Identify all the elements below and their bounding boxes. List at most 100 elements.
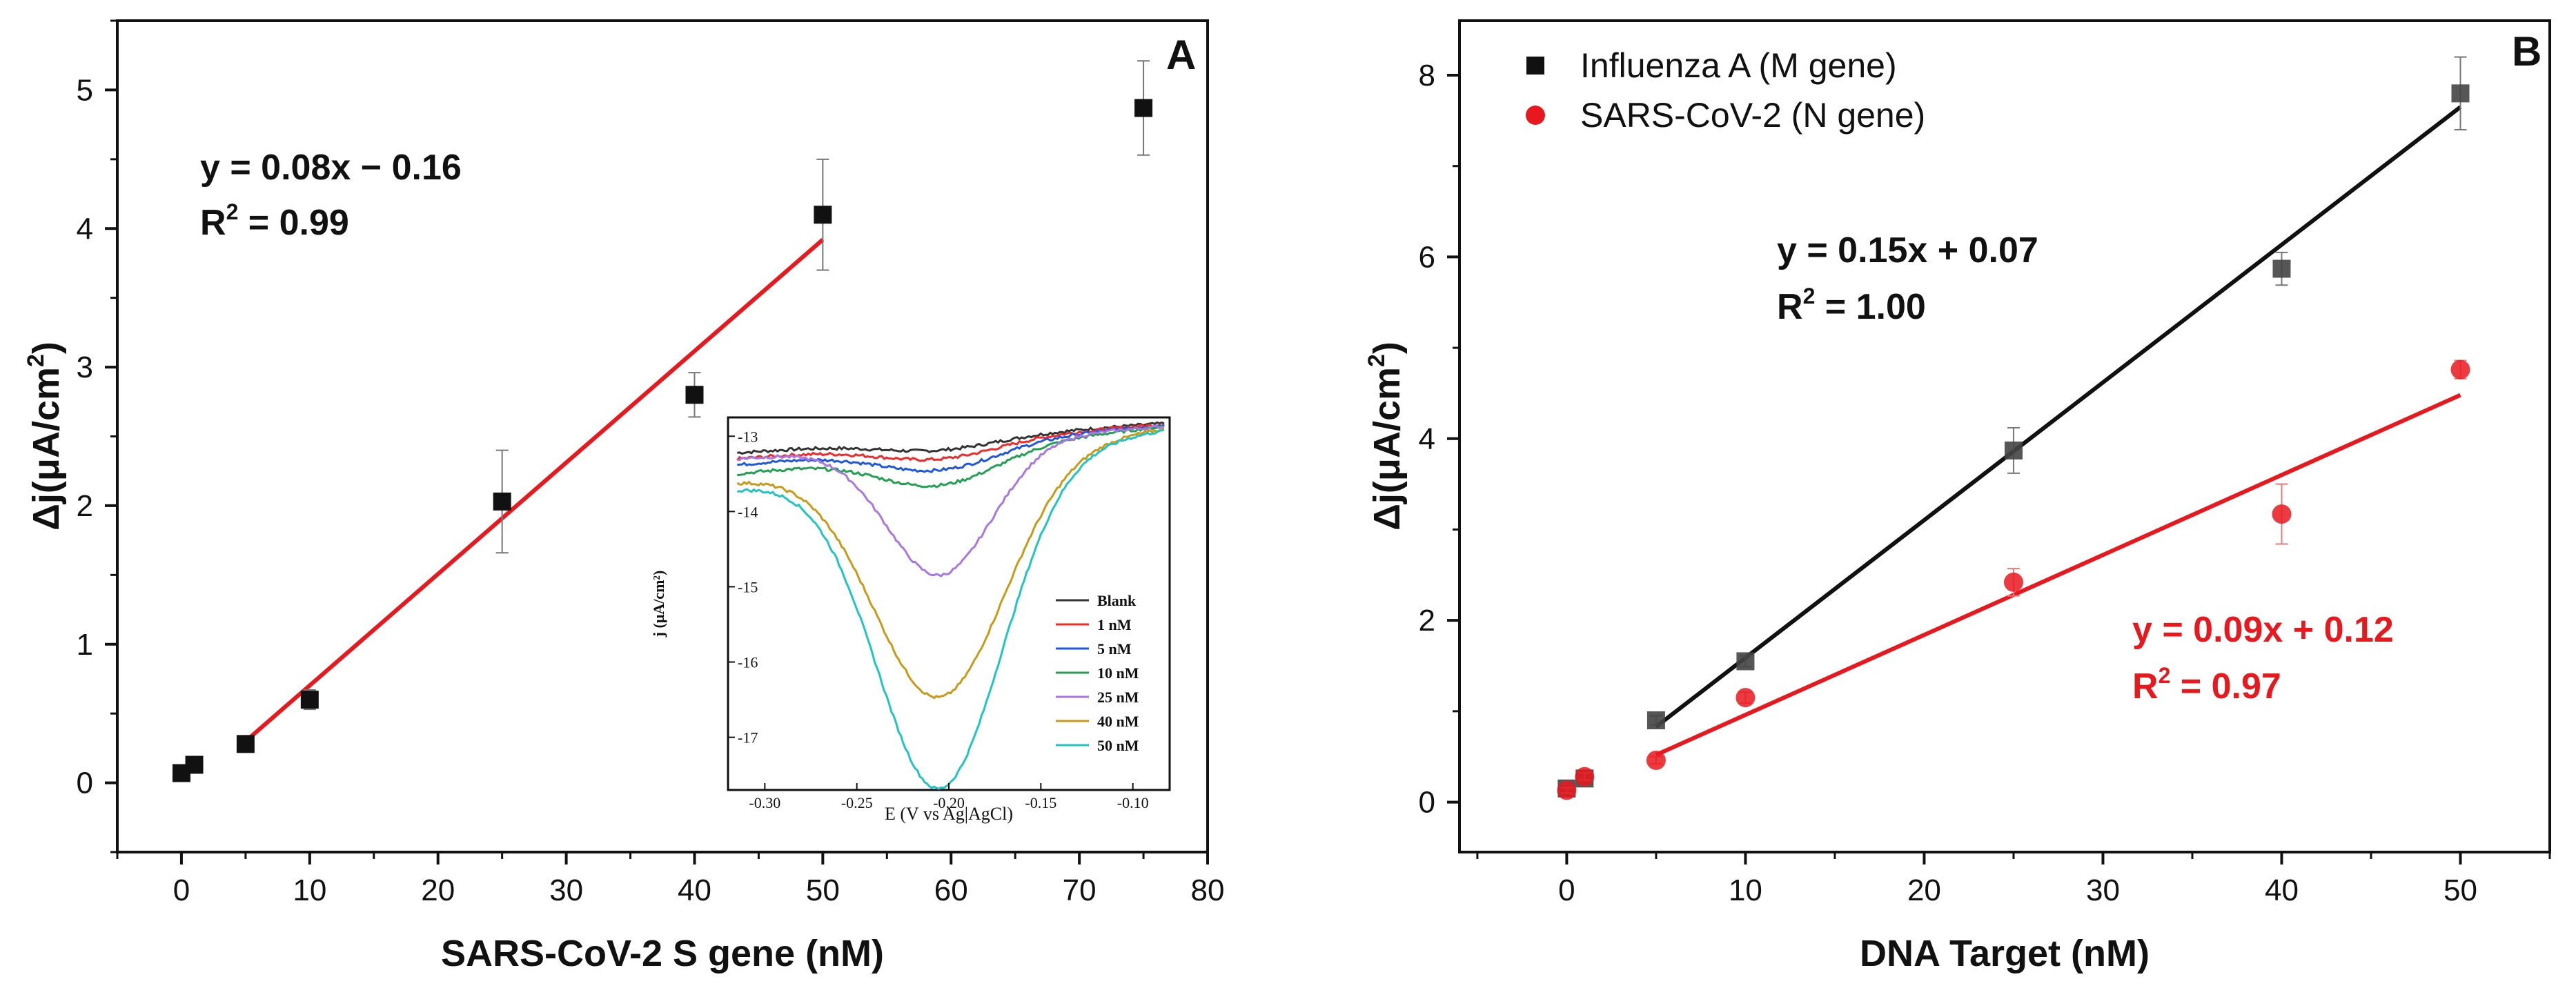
panel-b-point-sars [1646,750,1666,770]
panel-a-equation: y = 0.08x − 0.16 [200,148,462,188]
panel-a-x-tick-label: 80 [1191,873,1225,907]
panel-b-r2-sars-sup: 2 [2159,663,2171,688]
panel-b-legend-label: SARS-CoV-2 (N gene) [1580,96,1925,135]
panel-b-point-sars [2450,359,2470,379]
panel-b-r2-sars: R2 = 0.97 [2132,663,2281,707]
inset-plot-frame [727,416,1171,791]
inset-curve-40-nm [736,427,1165,700]
panel-b-x-tick-label: 50 [2444,873,2477,907]
panel-b-y-label-main: Δj(μA/cm [1366,367,1408,531]
inset-legend-label: 25 nM [1097,689,1139,706]
panel-a-fit-line [244,238,825,743]
panel-b: 0 10 20 30 40 50 0 2 4 6 8 Influenza A (M gene) SA… [1364,19,2551,974]
panel-a-x-tick-label: 30 [549,873,583,907]
panel-b-point-sars [2272,504,2292,524]
inset-legend-label: Blank [1097,592,1137,609]
panel-a-data-point [685,386,704,404]
panel-b-eq-sars: y = 0.09x + 0.12 [2132,610,2394,650]
panel-b-point-sars [1736,688,1756,708]
panel-b-legend-marker-square [1526,57,1544,75]
panel-b-y-tick-label: 2 [1419,604,1435,638]
panel-a-y-tick-label: 1 [77,628,93,662]
panel-a-data-point [1134,99,1153,117]
panel-a-y-tick-label: 2 [77,489,93,523]
panel-b-r2-influenza-main: R [1777,287,1803,327]
panel-b-point-influenza [1646,711,1665,730]
panel-b-plot-frame [1458,19,2551,853]
panel-a-r2-sup: 2 [226,199,239,224]
panel-b-r2-sars-main: R [2132,666,2159,707]
panel-b-x-axis-label: DNA Target (nM) [1860,933,2150,974]
inset-x-tick-label: -0.30 [749,794,780,811]
panel-b-r2-influenza-sup: 2 [1803,284,1816,308]
panel-a: 0 10 20 30 40 50 60 70 80 0 1 2 3 4 5 A y = 0.08x − 0… [23,19,1225,974]
panel-b-r2-influenza: R2 = 1.00 [1777,284,1926,327]
panel-b-fit-line-sars [1655,393,2461,757]
inset-x-tick-label: -0.15 [1025,794,1056,811]
panel-b-legend-marker-circle [1526,106,1545,125]
panel-b-x-tick-label: 0 [1558,873,1575,907]
inset-legend-label: 40 nM [1097,713,1139,730]
panel-b-y-axis-label: Δj(μA/cm2) [1364,342,1408,531]
panel-b-y-label-sup: 2 [1364,354,1390,367]
panel-a-x-axis-label: SARS-CoV-2 S gene (nM) [441,933,884,974]
panel-a-data-point [300,691,319,709]
panel-a-x-tick-label: 70 [1063,873,1097,907]
panel-a-y-tick-label: 0 [77,767,93,800]
panel-b-label: B [2512,28,2541,75]
panel-b-point-influenza [2451,84,2470,103]
panel-b-x-tick-label: 10 [1729,873,1762,907]
panel-a-y-tick-label: 3 [77,350,93,384]
panel-a-r2-main: R [200,203,226,243]
panel-a-data-point [814,206,832,224]
panel-a-x-tick-label: 0 [173,873,190,907]
inset-curve-10-nm [737,425,1165,488]
panel-b-x-tick-label: 30 [2086,873,2120,907]
panel-b-point-influenza [2004,441,2023,460]
panel-b-y-label-close: ) [1366,342,1408,354]
panel-b-r2-influenza-value: = 1.00 [1815,287,1925,327]
panel-b-point-influenza [1736,652,1755,671]
panel-a-y-axis-label: Δj(μA/cm2) [23,342,67,531]
panel-a-y-label-main: Δj(μA/cm [26,367,67,531]
panel-a-x-tick-label: 10 [293,873,326,907]
panel-b-point-sars [1557,780,1577,800]
panel-b-y-tick-label: 6 [1419,240,1435,274]
panel-b-legend-label: Influenza A (M gene) [1580,46,1897,85]
inset-y-tick-label: -16 [738,654,758,671]
panel-b-point-sars [2003,572,2023,592]
panel-a-x-tick-label: 20 [421,873,455,907]
inset-legend-label: 1 nM [1097,616,1132,633]
inset-chart: -0.30 -0.25 -0.20 -0.15 -0.10 -13 -14 -15 -16 -1… [650,416,1171,824]
inset-y-tick-label: -14 [738,503,758,520]
panel-a-x-tick-label: 50 [806,873,840,907]
panel-b-y-tick-label: 0 [1419,786,1435,820]
panel-a-y-label-close: ) [26,342,67,354]
panel-a-data-point [185,755,204,774]
panel-a-label: A [1166,32,1196,78]
panel-b-x-tick-label: 20 [1907,873,1941,907]
panel-b-x-tick-label: 40 [2265,873,2299,907]
inset-x-tick-label: -0.10 [1117,794,1149,811]
inset-curve-1-nm [736,423,1165,462]
panel-b-fit-line-influenza [1655,105,2462,729]
panel-a-y-label-sup: 2 [23,354,49,367]
inset-y-tick-label: -17 [738,729,758,747]
inset-curve-blank [737,421,1165,455]
panel-a-r2: R2 = 0.99 [200,199,349,243]
panel-b-y-tick-label: 8 [1419,59,1435,92]
inset-legend-label: 5 nM [1097,640,1132,658]
panel-b-y-tick-label: 4 [1419,422,1435,456]
panel-a-y-tick-label: 5 [77,73,93,107]
panel-a-y-tick-label: 4 [77,212,93,246]
panel-a-x-tick-label: 60 [934,873,968,907]
inset-y-tick-label: -15 [738,578,758,595]
inset-x-axis-label: E (V vs Ag|AgCl) [885,804,1013,824]
inset-curve-50-nm [736,428,1165,790]
panel-b-r2-sars-value: = 0.97 [2170,666,2281,707]
panel-a-r2-value: = 0.99 [238,203,348,243]
panel-a-data-point [236,735,255,753]
inset-legend-label: 50 nM [1097,737,1139,754]
panel-a-x-tick-label: 40 [678,873,711,907]
